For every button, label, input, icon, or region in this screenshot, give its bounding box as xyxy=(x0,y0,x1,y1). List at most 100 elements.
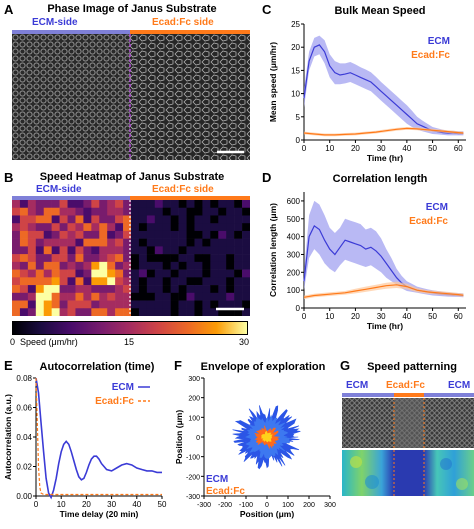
heatmap-cell xyxy=(138,238,148,247)
heatmap-cell xyxy=(83,292,92,301)
heatmap-cell xyxy=(210,254,219,263)
heatmap-cell xyxy=(35,292,45,301)
heatmap-cell xyxy=(91,269,100,278)
heatmap-cell xyxy=(19,230,29,239)
heatmap-cell xyxy=(67,254,76,263)
heatmap-cell xyxy=(210,200,219,209)
x-tick-label: 0 xyxy=(302,144,307,153)
heatmap-cell xyxy=(234,300,243,309)
band-ecm xyxy=(304,200,464,298)
heatmap-cell xyxy=(35,254,45,263)
heatmap-cell xyxy=(19,285,29,294)
x-tick-label: -300 xyxy=(197,502,211,509)
heatmap-cell xyxy=(178,223,187,232)
heatmap-cell xyxy=(186,308,195,316)
heatmap-cell xyxy=(202,246,211,255)
panel-g-ecm-right-label: ECM xyxy=(448,380,471,391)
heatmap-cell xyxy=(226,238,235,247)
x-tick-label: 20 xyxy=(82,500,91,509)
heatmap-cell xyxy=(194,300,203,309)
heatmap-cell xyxy=(67,215,76,224)
y-tick-label: 0 xyxy=(296,304,301,313)
heatmap-cell xyxy=(51,300,60,309)
panel-b-ecad-label: Ecad:Fc side xyxy=(152,184,214,195)
heatmap-cell xyxy=(178,215,187,224)
heatmap-cell xyxy=(210,230,219,239)
heatmap-cell xyxy=(51,277,60,286)
panel-g-label: G xyxy=(340,358,351,373)
heatmap-cell xyxy=(59,238,68,247)
heatmap-cell xyxy=(242,246,250,255)
heatmap-cell xyxy=(131,300,140,309)
heatmap-cell xyxy=(242,238,250,247)
y-tick-label: 600 xyxy=(287,197,301,206)
heatmap-cell xyxy=(99,308,108,316)
heatmap-cell xyxy=(242,261,250,270)
panel-d-title: Correlation length xyxy=(332,173,428,185)
heatmap-cell xyxy=(59,269,68,278)
heatmap-cell xyxy=(234,200,243,209)
heatmap-cell xyxy=(154,277,164,286)
heatmap-cell xyxy=(35,230,45,239)
heatmap-cell xyxy=(186,238,195,247)
heatmap-cell xyxy=(138,300,148,309)
heatmap-cell xyxy=(99,285,108,294)
x-tick-label: 200 xyxy=(303,502,315,509)
heatmap-cell xyxy=(186,269,195,278)
heatmap-cell xyxy=(12,246,21,255)
heatmap-cell xyxy=(59,254,68,263)
heatmap-cell xyxy=(91,207,100,216)
heatmap-cell xyxy=(75,207,84,216)
heatmap-cell xyxy=(12,207,21,216)
heatmap-cell xyxy=(27,292,37,301)
heatmap-cell xyxy=(67,292,76,301)
panel-g-ecm-left-label: ECM xyxy=(346,380,369,391)
heatmap-cell xyxy=(51,230,60,239)
heatmap-cell xyxy=(107,215,116,224)
heatmap-cell xyxy=(91,254,100,263)
y-tick-label: 200 xyxy=(188,396,200,403)
heatmap-cell xyxy=(115,223,124,232)
heatmap-cell xyxy=(162,223,171,232)
heatmap-cell xyxy=(131,285,140,294)
heatmap-cell xyxy=(242,200,250,209)
panel-b-ecm-label: ECM-side xyxy=(36,184,82,195)
heatmap-cell xyxy=(75,246,84,255)
heatmap-cell xyxy=(170,292,179,301)
heatmap-cell xyxy=(107,308,116,316)
heatmap-cell xyxy=(138,200,148,209)
heatmap-cell xyxy=(75,215,84,224)
heatmap-cell xyxy=(170,215,179,224)
heatmap-cell xyxy=(43,308,52,316)
heatmap-cell xyxy=(186,246,195,255)
panel-g-ecad-label: Ecad:Fc xyxy=(386,380,425,391)
heatmap-cell xyxy=(83,254,92,263)
heatmap-cell xyxy=(123,215,132,224)
heatmap-cell xyxy=(202,277,211,286)
x-tick-label: 40 xyxy=(132,500,141,509)
band-ecadfc xyxy=(304,281,464,300)
heatmap-cell xyxy=(27,246,37,255)
heatmap-cell xyxy=(27,285,37,294)
heatmap-cell xyxy=(138,261,148,270)
x-tick-label: 30 xyxy=(377,312,386,321)
heatmap-cell xyxy=(138,254,148,263)
heatmap-cell xyxy=(210,238,219,247)
heatmap-cell xyxy=(138,223,148,232)
heatmap-cell xyxy=(146,300,156,309)
heatmap-cell xyxy=(186,215,195,224)
heatmap-cell xyxy=(107,246,116,255)
heatmap-cell xyxy=(218,292,227,301)
heatmap-cell xyxy=(59,207,68,216)
y-tick-label: 0.04 xyxy=(16,433,32,442)
heatmap-cell xyxy=(67,207,76,216)
heatmap-cell xyxy=(178,277,187,286)
heatmap-cell xyxy=(154,238,164,247)
heatmap-cell xyxy=(146,261,156,270)
heatmap-cell xyxy=(146,238,156,247)
panel-g-ecm-bar-left xyxy=(342,393,394,397)
heatmap-cell xyxy=(194,277,203,286)
series-ecadfc xyxy=(35,377,162,496)
heatmap-cell xyxy=(107,238,116,247)
heatmap-cell xyxy=(218,200,227,209)
